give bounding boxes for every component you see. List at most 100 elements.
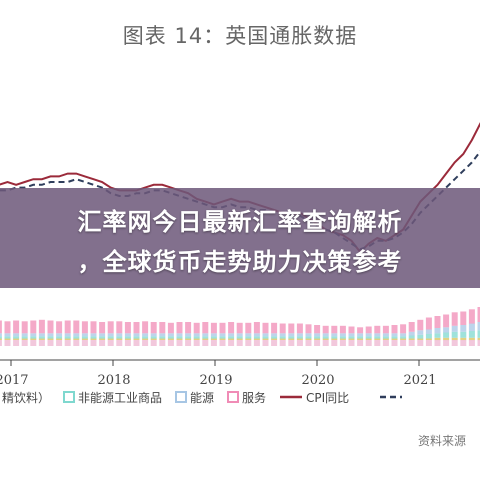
bar-segment [339, 336, 346, 339]
bar-segment-negative [167, 340, 174, 346]
bar-segment [56, 333, 63, 337]
bar-segment [73, 336, 80, 339]
bar-segment [322, 338, 329, 340]
bar-segment [460, 325, 467, 332]
bar-segment [477, 322, 480, 331]
bar-segment-negative [460, 340, 467, 346]
bar-segment [339, 338, 346, 340]
bar-segment-negative [417, 340, 424, 346]
bar-segment [391, 333, 398, 337]
bar-segment [262, 322, 269, 334]
bar-segment-negative [468, 340, 475, 346]
bar-segment [296, 338, 303, 340]
bar-segment [417, 330, 424, 335]
bar-segment-negative [4, 340, 11, 346]
bar-segment-negative [262, 340, 269, 346]
bar-segment-negative [253, 340, 260, 346]
bar-segment [56, 321, 63, 334]
bar-segment [210, 336, 217, 339]
bar-segment [219, 338, 226, 340]
bar-segment [185, 338, 192, 340]
bar-segment [0, 320, 2, 334]
bar-segment [30, 336, 37, 339]
bar-segment [73, 320, 80, 334]
bar-segment [305, 336, 312, 339]
bar-segment-negative [47, 340, 54, 346]
bar-segment [477, 307, 480, 322]
bar-segment [30, 320, 37, 334]
bar-segment [253, 322, 260, 334]
bar-segment [331, 325, 338, 334]
bar-segment [219, 336, 226, 339]
bar-segment-negative [56, 340, 63, 346]
bar-segment [185, 336, 192, 339]
bar-segment [365, 336, 372, 339]
bar-segment [262, 338, 269, 340]
bar-segment [73, 333, 80, 337]
bar-segment [133, 336, 140, 339]
bar-segment [142, 321, 149, 334]
bar-segment [159, 336, 166, 339]
bar-segment [288, 323, 295, 334]
bar-segment [348, 336, 355, 339]
bar-segment [228, 338, 235, 340]
bar-segment-negative [210, 340, 217, 346]
bar-segment [4, 321, 11, 334]
bar-segment-negative [30, 340, 37, 346]
bar-segment [13, 336, 20, 339]
legend-label: CPI同比 [306, 391, 349, 405]
bar-segment [245, 336, 252, 339]
bar-segment [107, 321, 114, 334]
bar-segment [124, 322, 131, 334]
bar-segment-negative [382, 340, 389, 346]
bar-segment [391, 336, 398, 339]
bar-segment-negative [133, 340, 140, 346]
bar-segment [193, 333, 200, 337]
bar-segment [314, 325, 321, 334]
bar-segment [236, 322, 243, 334]
bar-segment [253, 336, 260, 339]
bar-segment [357, 336, 364, 339]
bar-segment [443, 314, 450, 328]
bar-segment [64, 336, 71, 339]
bar-segment [245, 338, 252, 340]
bar-segment [202, 336, 209, 339]
bar-segment [262, 336, 269, 339]
bar-segment [322, 325, 329, 334]
bar-segment-negative [185, 340, 192, 346]
bar-segment [400, 333, 407, 337]
bar-segment [339, 325, 346, 334]
bar-segment [4, 338, 11, 340]
bar-segment [228, 333, 235, 337]
legend-swatch [63, 391, 75, 403]
bar-segment [210, 322, 217, 334]
bar-segment [279, 333, 286, 337]
bar-segment [210, 333, 217, 337]
bar-segment [167, 338, 174, 340]
bar-segment [331, 333, 338, 337]
bar-segment [434, 316, 441, 328]
bar-segment [279, 336, 286, 339]
bar-segment [271, 336, 278, 339]
bar-segment [167, 322, 174, 334]
bar-segment [451, 325, 458, 332]
bar-segment-negative [443, 340, 450, 346]
bar-segment [322, 336, 329, 339]
bar-segment [193, 338, 200, 340]
bar-segment [477, 330, 480, 338]
bar-segment-negative [408, 340, 415, 346]
bar-segment [176, 333, 183, 337]
bar-segment [21, 336, 28, 339]
bar-segment [391, 325, 398, 334]
bar-segment [382, 325, 389, 334]
bar-segment [81, 336, 88, 339]
bar-segment [374, 338, 381, 340]
bar-segment [477, 337, 480, 341]
bar-segment [228, 336, 235, 339]
bar-segment [167, 336, 174, 339]
bar-segment [425, 329, 432, 334]
bar-segment [159, 322, 166, 334]
bar-segment [159, 333, 166, 337]
bar-segment [288, 336, 295, 339]
bar-segment-negative [150, 340, 157, 346]
